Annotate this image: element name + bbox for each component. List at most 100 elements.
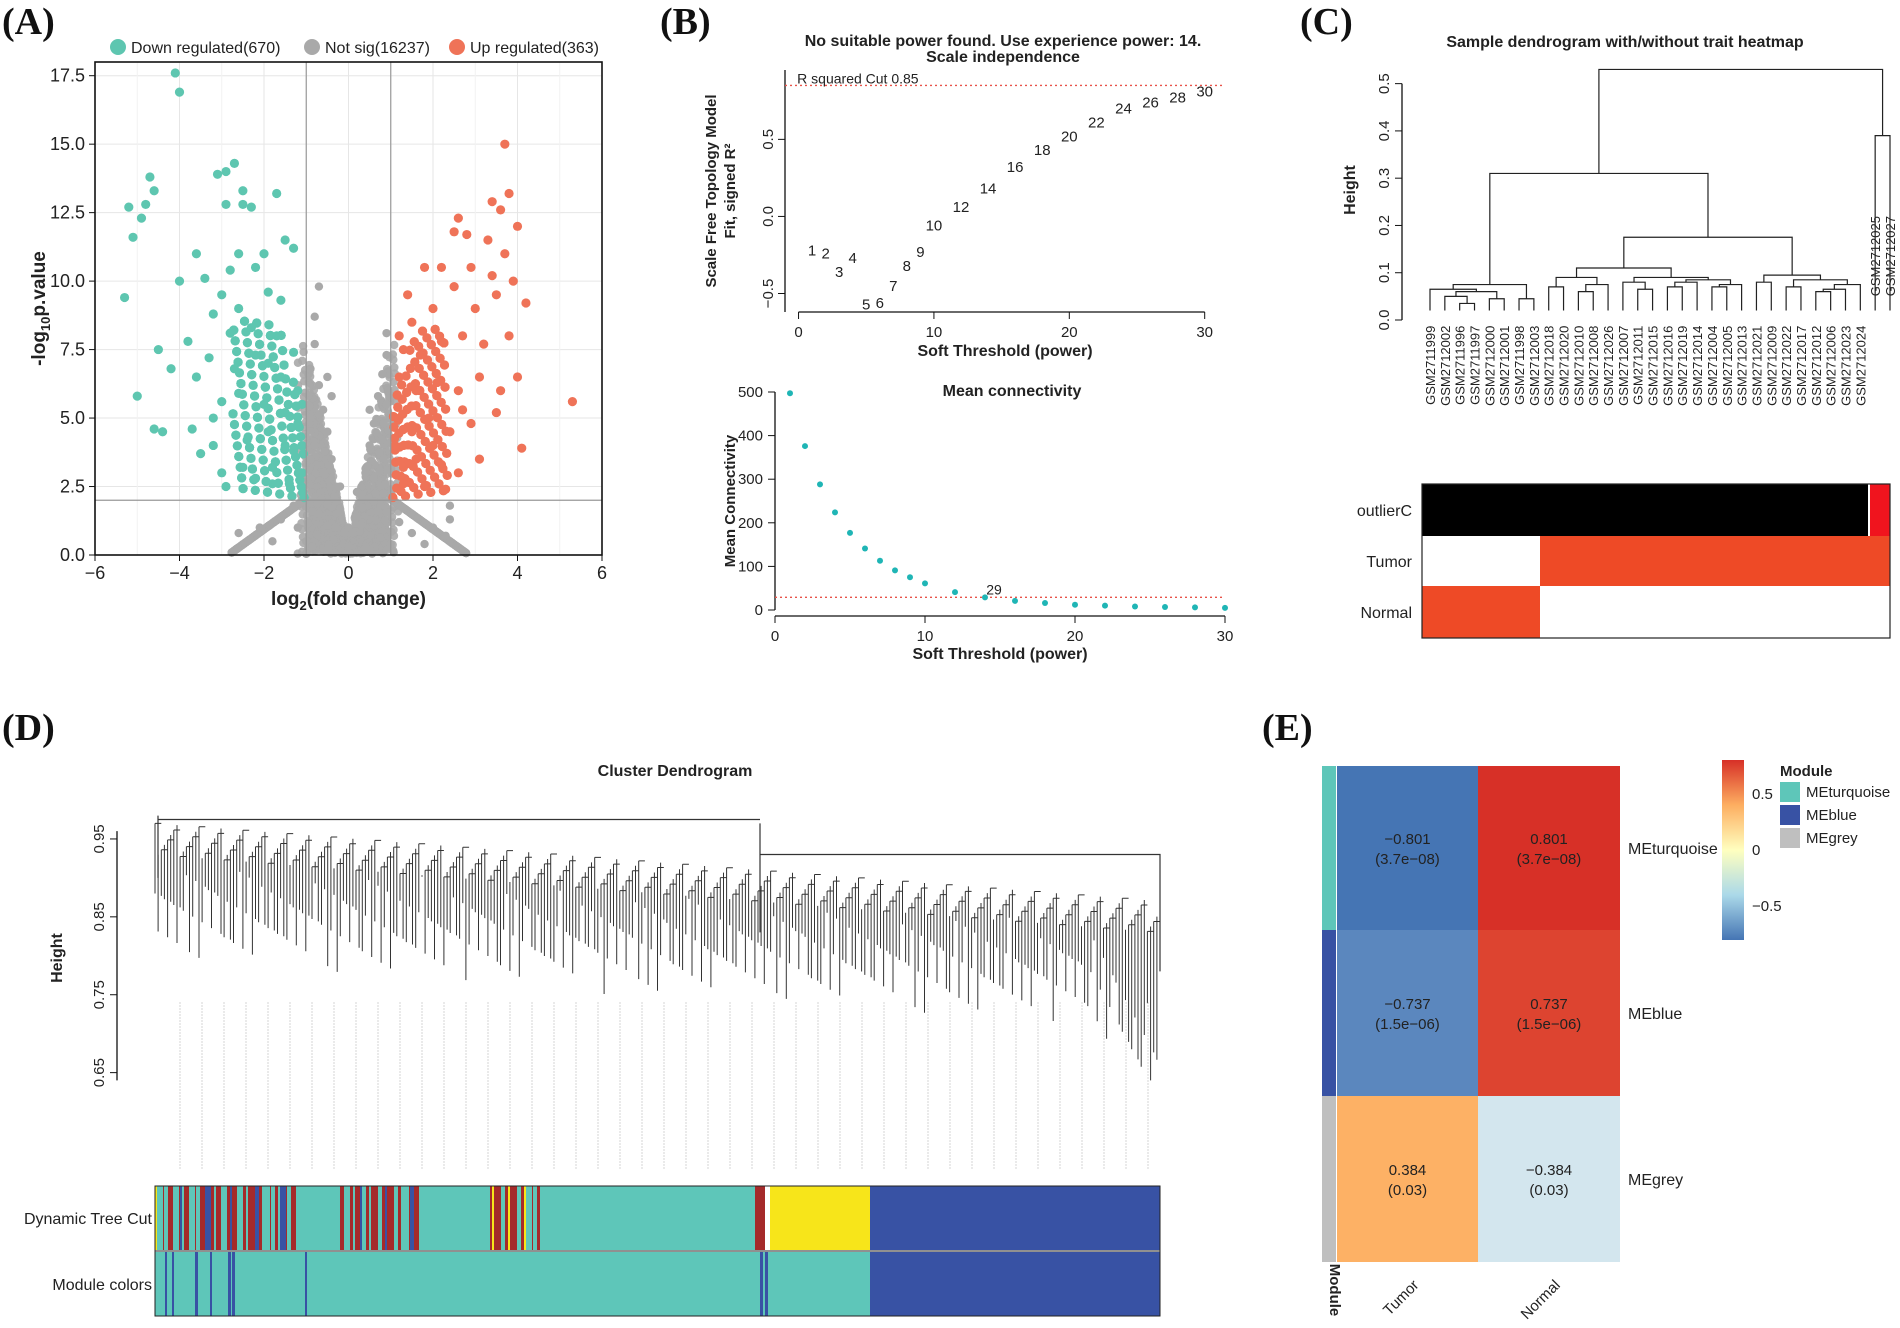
y-tick-label: 0.0 [60,545,85,565]
dtc-segment [770,1186,870,1250]
trait-row-label: Normal [1360,605,1412,622]
down-point [280,440,290,451]
down-point [288,446,299,456]
dtc-stripe [501,1186,505,1250]
heatmap-border [1421,483,1891,639]
down-point [254,423,264,433]
colorbar-tick-label: 0 [1752,842,1760,859]
down-point [267,341,277,351]
row-label: MEturquoise [1628,841,1718,858]
dtc-stripe [230,1186,232,1250]
x-tick-label: 30 [1196,324,1213,341]
heat-cell [1478,930,1620,1096]
dendrogram-branch [1622,281,1646,311]
dtc-segment [755,1186,765,1250]
down-point [132,391,142,401]
down-point [297,399,307,409]
up-point [427,384,438,394]
up-point [487,271,497,281]
down-point [263,287,273,297]
ns-point [399,504,408,513]
ns-point [322,521,332,530]
down-point [293,412,303,422]
dendrogram-branch [1429,288,1477,311]
down-point [298,487,308,497]
heat-cell-pvalue: (0.03) [1388,1182,1427,1199]
y-axis-label: Height [1342,164,1359,214]
y-tick-label: 500 [738,384,763,401]
dendrogram-branch [1598,68,1884,174]
point-label: 16 [1007,159,1024,176]
ns-point [369,419,379,428]
dtc-stripe [517,1186,521,1250]
heat-cell-value: −0.384 [1526,1162,1572,1179]
ns-point [233,543,243,553]
down-point [263,358,273,368]
ns-point [364,493,374,503]
ns-point [360,512,369,521]
y-tick-label: 5.0 [60,408,85,428]
y-tick-label: 0.2 [1376,215,1393,236]
up-point [393,402,403,412]
up-point [470,303,480,314]
panel-label-a: (A) [2,1,55,43]
trait-row-label: outlierC [1357,503,1412,520]
ns-point [380,516,390,525]
ns-point [331,523,341,532]
chart-title: No suitable power found. Use experience … [805,33,1202,50]
dtc-stripe [362,1186,366,1250]
dtc-stripe [198,1186,200,1250]
up-point [440,404,451,414]
connectivity-point [877,557,883,564]
dendrogram-branch [1459,302,1476,311]
down-point [245,359,255,369]
point-label: 5 [862,296,870,313]
down-point [283,465,293,475]
sample-label: GSM2712025 [1868,216,1883,296]
up-point [428,428,439,438]
down-point [128,232,138,242]
ns-point [382,328,391,338]
mc-stripe [305,1252,307,1316]
down-point [288,377,298,387]
down-point [295,432,306,442]
connectivity-point [1012,597,1018,604]
ns-point [445,515,455,524]
ns-point [390,363,399,372]
down-point [166,364,176,374]
dtc-stripe [401,1186,403,1250]
up-point [449,227,459,237]
dendrogram-mass [154,822,1160,1081]
mc-stripe [210,1252,212,1316]
dendrogram-leader-lines [179,1002,1149,1170]
down-point [251,402,261,412]
up-point [405,363,416,373]
y-tick-label: 0.3 [1376,168,1393,189]
heat-cell [1478,1096,1620,1262]
sample-label: GSM2712010 [1571,326,1586,406]
dtc-stripe [173,1186,179,1250]
dendrogram-branch [1444,295,1468,311]
down-point [260,382,270,392]
up-point [420,436,430,447]
ns-point [265,520,274,530]
up-point [437,419,447,430]
down-point [288,433,298,443]
dendrogram-branch [1666,286,1683,311]
mc-stripe [228,1252,231,1316]
down-point [249,391,260,401]
y-axis-label-main: -log [29,331,50,366]
down-point [234,249,244,259]
down-point [234,388,244,399]
ns-point [298,356,307,366]
down-point [246,323,256,333]
down-point [288,347,299,357]
sample-dendrogram-plot: Sample dendrogram with/without trait hea… [1342,34,1898,639]
connectivity-point [802,443,808,450]
up-point [426,340,436,350]
ns-point [457,545,466,554]
down-point [297,441,307,451]
ns-point [314,282,324,291]
up-point [415,350,425,360]
mc-segment [155,1252,870,1316]
